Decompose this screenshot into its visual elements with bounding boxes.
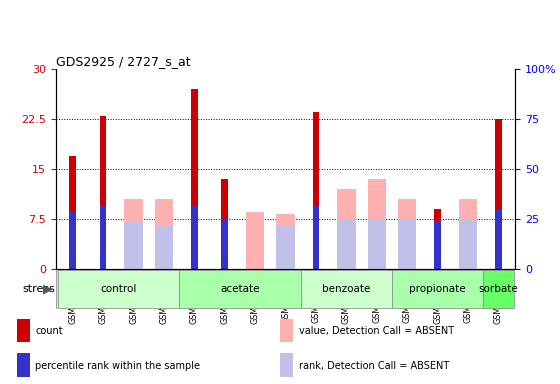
Bar [191,205,198,269]
Bar [337,219,356,269]
Bar [459,219,477,269]
Text: value, Detection Call = ABSENT: value, Detection Call = ABSENT [299,326,454,336]
Bar [155,225,173,269]
Text: propionate: propionate [409,284,466,294]
Bar [392,270,483,308]
Bar [398,199,417,269]
Bar [277,225,295,269]
Bar [221,219,228,269]
Bar [58,270,179,308]
Bar [459,199,477,269]
Bar [280,319,293,343]
Bar [100,116,106,269]
Bar [280,353,293,377]
Bar [301,270,392,308]
Text: rank, Detection Call = ABSENT: rank, Detection Call = ABSENT [299,361,449,371]
Text: count: count [35,326,63,336]
Text: control: control [100,284,137,294]
Bar [312,113,319,269]
Bar [398,219,417,269]
Bar [435,221,441,269]
Text: percentile rank within the sample: percentile rank within the sample [35,361,200,371]
Bar [277,214,295,269]
Text: acetate: acetate [220,284,260,294]
Bar [368,179,386,269]
Bar [495,119,502,269]
Text: GDS2925 / 2727_s_at: GDS2925 / 2727_s_at [56,55,190,68]
Bar [100,205,106,269]
Bar [69,212,76,269]
Bar [337,189,356,269]
Bar [483,270,514,308]
Text: ▶: ▶ [43,283,53,296]
Bar [191,89,198,269]
Bar [124,199,143,269]
Bar [17,353,30,377]
Bar [155,199,173,269]
Bar [17,319,30,343]
Bar [124,222,143,269]
Bar [246,212,264,269]
Bar [69,156,76,269]
Bar [312,205,319,269]
Bar [368,219,386,269]
Bar [221,179,228,269]
Bar [495,209,502,269]
Text: benzoate: benzoate [322,284,371,294]
Text: sorbate: sorbate [479,284,519,294]
Bar [179,270,301,308]
Text: stress: stress [23,284,55,294]
Bar [435,209,441,269]
